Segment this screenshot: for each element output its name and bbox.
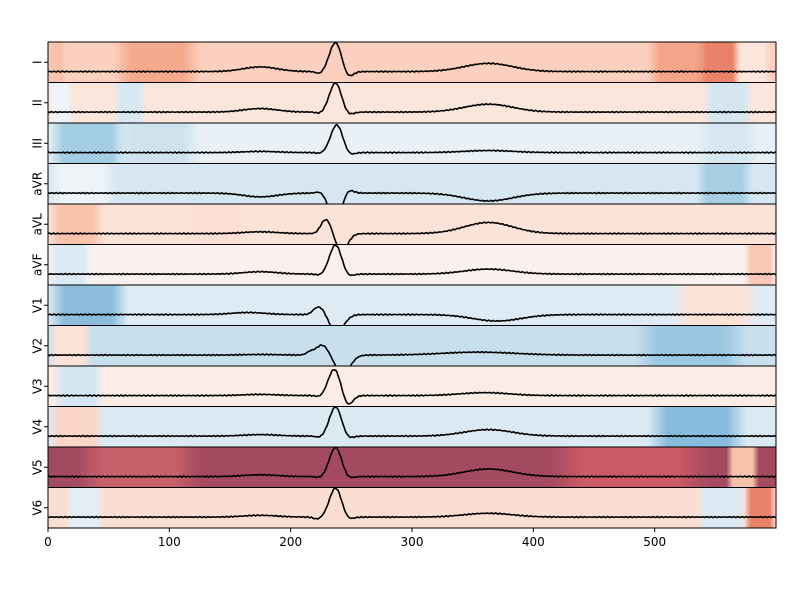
lead-v6-heatmap bbox=[48, 487, 776, 528]
lead-ii-heatmap bbox=[48, 82, 776, 123]
lead-iii-heat-band bbox=[695, 123, 760, 164]
lead-i-label: I bbox=[31, 60, 45, 64]
lead-i-trace bbox=[47, 41, 777, 77]
lead-v6-trace bbox=[47, 487, 777, 520]
lead-v5-row: V5 bbox=[31, 446, 777, 488]
lead-i-row: I bbox=[31, 41, 777, 83]
x-tick-label-100: 100 bbox=[158, 535, 181, 549]
lead-ii-row: II bbox=[31, 82, 777, 124]
x-tick-label-300: 300 bbox=[401, 535, 424, 549]
lead-v6-heat-band bbox=[744, 487, 776, 528]
lead-avr-row: aVR bbox=[31, 163, 777, 224]
lead-v5-heat-band bbox=[550, 447, 711, 488]
lead-i-heat-band bbox=[113, 42, 201, 83]
lead-v1-row: V1 bbox=[31, 284, 777, 333]
lead-v5-label: V5 bbox=[31, 459, 45, 475]
x-tick-label-200: 200 bbox=[279, 535, 302, 549]
lead-v1-trace bbox=[47, 306, 777, 333]
lead-avr-heat-band bbox=[48, 163, 116, 204]
lead-iii-trace bbox=[47, 123, 777, 155]
lead-v2-row: V2 bbox=[31, 325, 777, 375]
lead-ii-heat-band bbox=[48, 82, 73, 123]
lead-v4-heat-band bbox=[48, 406, 104, 447]
lead-iii-heat-band bbox=[113, 123, 201, 164]
lead-avl-heat-band bbox=[186, 204, 250, 245]
lead-avf-trace bbox=[47, 244, 777, 277]
lead-v2-heat-band bbox=[48, 325, 92, 366]
lead-v5-trace bbox=[47, 446, 777, 479]
lead-v1-heat-band bbox=[48, 285, 129, 326]
lead-avf-heat-band bbox=[48, 244, 92, 285]
lead-avf-label: aVF bbox=[31, 253, 45, 276]
lead-v3-heat-band bbox=[52, 366, 104, 407]
x-tick-label-400: 400 bbox=[522, 535, 545, 549]
lead-ii-heat-band bbox=[701, 82, 753, 123]
lead-v6-heat-band bbox=[64, 487, 104, 528]
x-axis: 0 100 200 300 400 500 bbox=[44, 528, 666, 549]
x-tick-label-0: 0 bbox=[44, 535, 52, 549]
lead-v3-row: V3 bbox=[31, 365, 777, 407]
lead-v1-heat-band bbox=[671, 285, 760, 326]
lead-v3-heatmap bbox=[48, 366, 776, 407]
lead-v6-label: V6 bbox=[31, 500, 45, 516]
lead-v1-heatmap bbox=[48, 285, 776, 326]
x-tick-label-500: 500 bbox=[643, 535, 666, 549]
lead-avr-heatmap bbox=[48, 163, 776, 204]
lead-iii-row: III bbox=[31, 122, 777, 164]
lead-avr-heat-band bbox=[695, 163, 753, 204]
lead-v5-heat-band bbox=[77, 447, 201, 488]
lead-i-heat-band bbox=[48, 42, 65, 83]
lead-ii-label: II bbox=[31, 99, 45, 106]
lead-v4-heat-band bbox=[647, 406, 747, 447]
lead-avl-heatmap bbox=[48, 204, 776, 245]
lead-v3-trace bbox=[47, 369, 777, 405]
lead-avf-row: aVF bbox=[31, 244, 777, 286]
lead-v4-trace bbox=[47, 406, 777, 439]
lead-v2-trace bbox=[47, 344, 777, 375]
lead-ii-trace bbox=[47, 82, 777, 115]
lead-v1-label: V1 bbox=[31, 297, 45, 313]
lead-v4-label: V4 bbox=[31, 419, 45, 435]
lead-avr-trace bbox=[47, 189, 777, 224]
lead-v6-heat-band bbox=[695, 487, 747, 528]
lead-i-heat-band bbox=[732, 42, 772, 83]
lead-avl-trace bbox=[47, 218, 777, 252]
lead-v4-row: V4 bbox=[31, 406, 777, 448]
lead-v2-heat-band bbox=[635, 325, 747, 366]
lead-v2-label: V2 bbox=[31, 338, 45, 354]
lead-v6-row: V6 bbox=[31, 487, 777, 529]
lead-avf-heatmap bbox=[48, 244, 776, 285]
lead-v5-heat-band bbox=[726, 447, 760, 488]
lead-v3-label: V3 bbox=[31, 378, 45, 394]
lead-ii-heat-band bbox=[113, 82, 147, 123]
lead-avl-heat-band bbox=[48, 204, 104, 245]
lead-avr-label: aVR bbox=[31, 172, 45, 196]
lead-avf-heat-band bbox=[744, 244, 776, 285]
lead-avl-row: aVL bbox=[31, 203, 777, 252]
lead-avl-label: aVL bbox=[31, 213, 45, 236]
lead-iii-label: III bbox=[31, 138, 45, 149]
